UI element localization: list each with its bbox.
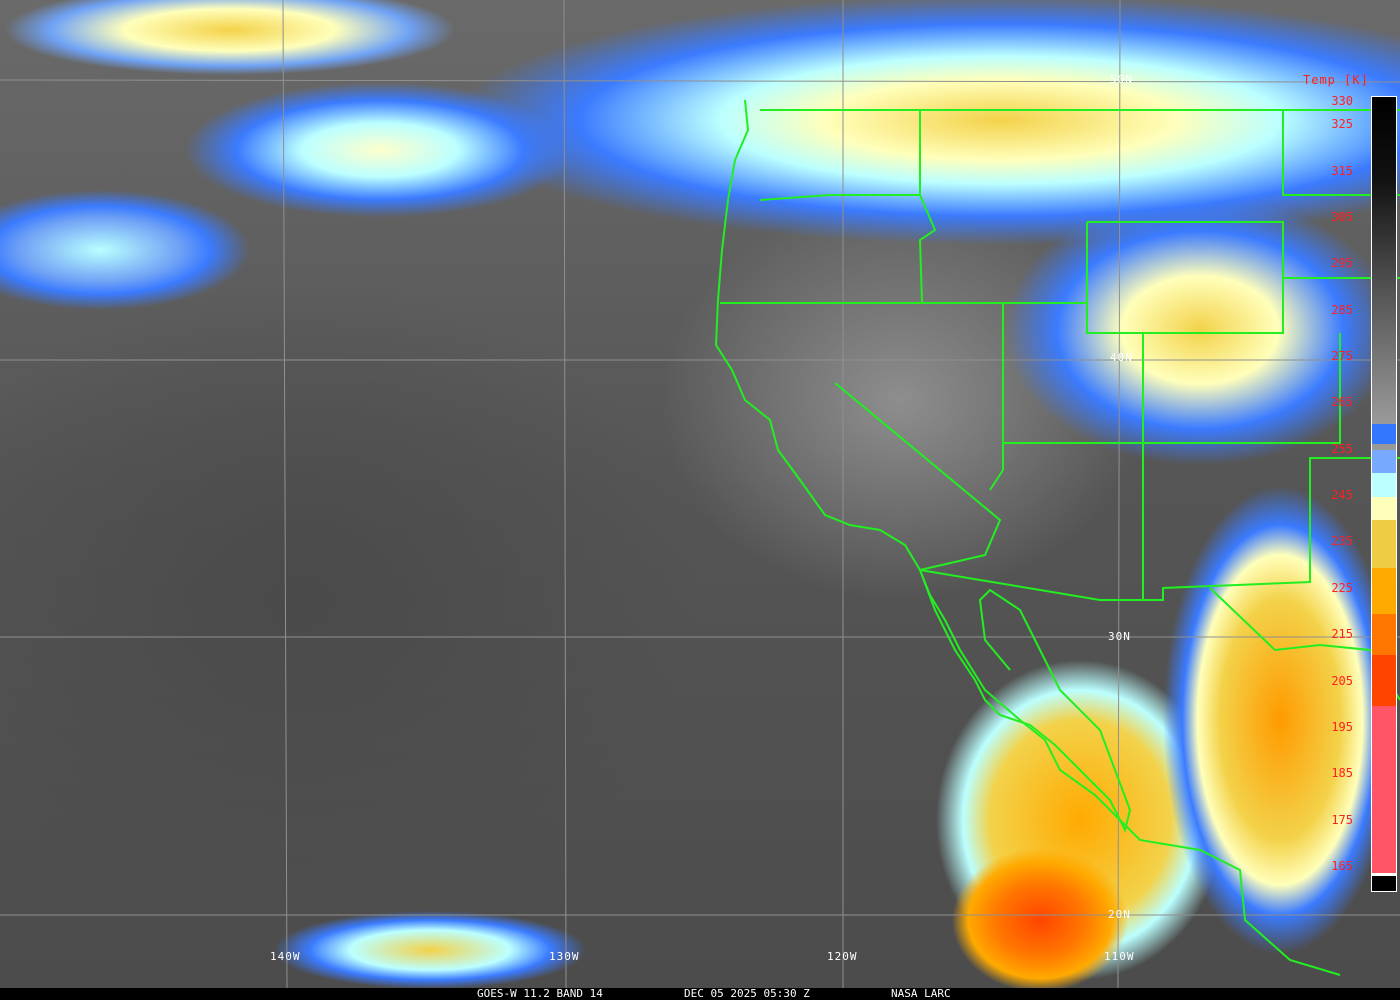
colorbar-tick-label: 305	[1331, 209, 1353, 224]
grid-line-140w	[282, 0, 288, 988]
colorbar-tick-label: 265	[1331, 395, 1353, 410]
colorbar-blue	[1372, 424, 1396, 444]
colorbar-tick-label: 165	[1331, 858, 1353, 873]
colorbar-gray-gradient	[1372, 97, 1396, 424]
caption-datetime: DEC 05 2025 05:30 Z	[684, 987, 810, 1000]
grid-line-130w	[563, 0, 567, 988]
colorbar-tick-label: 285	[1331, 302, 1353, 317]
colorbar-tick-label: 295	[1331, 256, 1353, 271]
colorbar-white	[1372, 873, 1396, 876]
caption-satellite: GOES-W 11.2 BAND 14	[477, 987, 603, 1000]
grid-line-110w	[1117, 0, 1121, 988]
colorbar-tick-label: 275	[1331, 348, 1353, 363]
wyoming-border	[1087, 221, 1284, 334]
colorbar-tick-label: 235	[1331, 534, 1353, 549]
baja-coastline	[919, 569, 1132, 833]
caption-source: NASA LARC	[891, 987, 951, 1000]
colorbar-tick-label: 225	[1331, 580, 1353, 595]
ca-nv-border	[834, 382, 1002, 571]
lon-label-120w: 120W	[827, 950, 858, 963]
coastline	[714, 99, 1341, 976]
lat-label-20n: 20N	[1108, 908, 1131, 921]
lat-label-30n: 30N	[1108, 630, 1131, 643]
montana-border	[1282, 110, 1400, 196]
wa-or-border	[759, 194, 920, 201]
nv-border	[989, 303, 1004, 491]
colorbar-red-orange	[1372, 655, 1396, 706]
caption-bar: GOES-W 11.2 BAND 14 DEC 05 2025 05:30 Z NA…	[0, 988, 1400, 1000]
colorbar-tick-label: 215	[1331, 627, 1353, 642]
temperature-colorbar	[1371, 96, 1397, 892]
colorbar-title: Temp [K]	[1303, 73, 1369, 87]
colorbar-cream	[1372, 497, 1396, 520]
colorbar-tick-label: 245	[1331, 488, 1353, 503]
lon-label-130w: 130W	[549, 950, 580, 963]
colorbar-pink	[1372, 706, 1396, 873]
us-mexico-border	[919, 457, 1400, 601]
colorbar-tick-label: 325	[1331, 117, 1353, 132]
colorbar-orange	[1372, 568, 1396, 614]
colorbar-tick-label: 255	[1331, 441, 1353, 456]
lat-label-50n: 50N	[1110, 73, 1133, 86]
colorbar-dark-orange	[1372, 614, 1396, 655]
idaho-border	[918, 110, 937, 304]
grid-line-50n	[0, 79, 1400, 83]
colorbar-yellow	[1372, 520, 1396, 568]
four-corners-border	[1003, 333, 1341, 444]
colorbar-cyan	[1372, 473, 1396, 497]
lon-label-140w: 140W	[270, 950, 301, 963]
colorbar-light-blue	[1372, 450, 1396, 473]
lat-label-40n: 40N	[1110, 351, 1133, 364]
lon-label-110w: 110W	[1104, 950, 1135, 963]
colorbar-tick-label: 205	[1331, 673, 1353, 688]
colorbar-tick-label: 175	[1331, 812, 1353, 827]
colorbar-tick-label: 195	[1331, 719, 1353, 734]
colorbar-tick-label: 185	[1331, 766, 1353, 781]
colorbar-tick-label: 330	[1331, 94, 1353, 108]
colorbar-tick-label: 315	[1331, 163, 1353, 178]
colorbar-gray-band	[1372, 444, 1396, 450]
utah-border	[1086, 222, 1144, 443]
